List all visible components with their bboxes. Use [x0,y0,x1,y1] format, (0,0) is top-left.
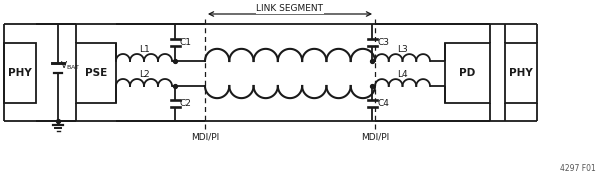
Text: C3: C3 [377,38,389,47]
Text: LINK SEGMENT: LINK SEGMENT [257,4,323,13]
Text: MDI/PI: MDI/PI [191,133,219,142]
Text: L1: L1 [139,45,149,54]
Text: 4297 F01: 4297 F01 [560,164,596,173]
Text: L3: L3 [397,45,408,54]
Text: PHY: PHY [8,67,32,78]
Text: MDI/PI: MDI/PI [361,133,389,142]
Bar [505,42,537,103]
Text: PD: PD [460,67,476,78]
Text: PHY: PHY [509,67,533,78]
Bar [4,42,36,103]
Text: PSE: PSE [85,67,107,78]
Text: L4: L4 [397,70,408,79]
Bar [445,42,490,103]
Text: C1: C1 [180,38,192,47]
Text: C2: C2 [180,99,192,108]
Text: V$_{\mathregular{BAT}}$: V$_{\mathregular{BAT}}$ [60,59,81,72]
Text: C4: C4 [377,99,389,108]
Text: L2: L2 [139,70,149,79]
Bar [76,42,116,103]
